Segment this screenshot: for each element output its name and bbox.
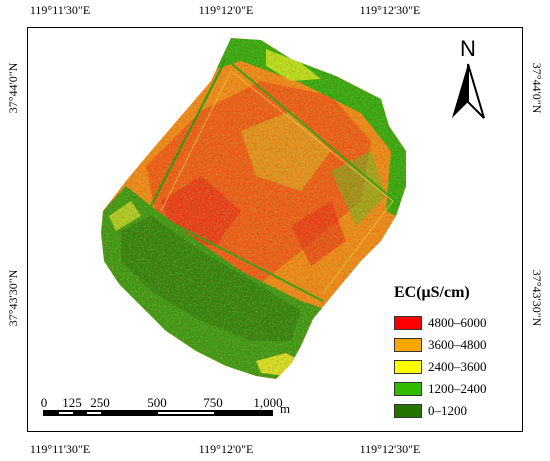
legend-swatch bbox=[394, 338, 422, 352]
legend-label: 1200–2400 bbox=[428, 381, 487, 396]
legend-swatch bbox=[394, 316, 422, 330]
coord-top-3: 119°12'30"E bbox=[359, 3, 421, 17]
scale-label-750: 750 bbox=[203, 395, 223, 410]
scale-label-500: 500 bbox=[147, 395, 167, 410]
ec-raster-map bbox=[43, 38, 406, 416]
coord-bottom-2: 119°12'0"E bbox=[198, 442, 254, 456]
legend-swatch bbox=[394, 382, 422, 396]
coord-top-1: 119°11'30"E bbox=[29, 3, 91, 17]
coord-right-1: 37°44'0"N bbox=[530, 62, 544, 114]
coord-bottom-1: 119°11'30"E bbox=[29, 442, 91, 456]
legend-item: 3600–4800 bbox=[394, 334, 524, 356]
scale-unit: m bbox=[280, 401, 291, 416]
north-arrow-icon bbox=[452, 63, 485, 119]
scale-label-0: 0 bbox=[40, 395, 48, 410]
legend-label: 4800–6000 bbox=[428, 315, 487, 330]
legend-label: 0–1200 bbox=[428, 403, 467, 418]
legend-label: 2400–3600 bbox=[428, 359, 487, 374]
legend-items: 4800–6000 3600–4800 2400–3600 1200–2400 … bbox=[394, 312, 524, 422]
legend-label: 3600–4800 bbox=[428, 337, 487, 352]
coord-left-1: 37°44'0"N bbox=[6, 62, 20, 114]
coord-top-2: 119°12'0"E bbox=[198, 3, 254, 17]
legend: EC(μS/cm) 4800–6000 3600–4800 2400–3600 … bbox=[394, 284, 524, 422]
legend-swatch bbox=[394, 360, 422, 374]
scale-label-250: 250 bbox=[90, 395, 110, 410]
map-frame bbox=[27, 27, 523, 432]
scale-label-125: 125 bbox=[62, 395, 82, 410]
legend-swatch bbox=[394, 404, 422, 418]
coord-right-2: 37°43'30"N bbox=[530, 269, 544, 327]
north-label: N bbox=[460, 36, 476, 61]
scale-bar bbox=[43, 410, 273, 416]
coord-left-2: 37°43'30"N bbox=[6, 269, 20, 327]
scale-label-1000: 1,000 bbox=[253, 395, 283, 410]
coord-bottom-3: 119°12'30"E bbox=[359, 442, 421, 456]
legend-title: EC(μS/cm) bbox=[394, 284, 470, 301]
legend-item: 2400–3600 bbox=[394, 356, 524, 378]
legend-item: 1200–2400 bbox=[394, 378, 524, 400]
legend-item: 0–1200 bbox=[394, 400, 524, 422]
legend-item: 4800–6000 bbox=[394, 312, 524, 334]
